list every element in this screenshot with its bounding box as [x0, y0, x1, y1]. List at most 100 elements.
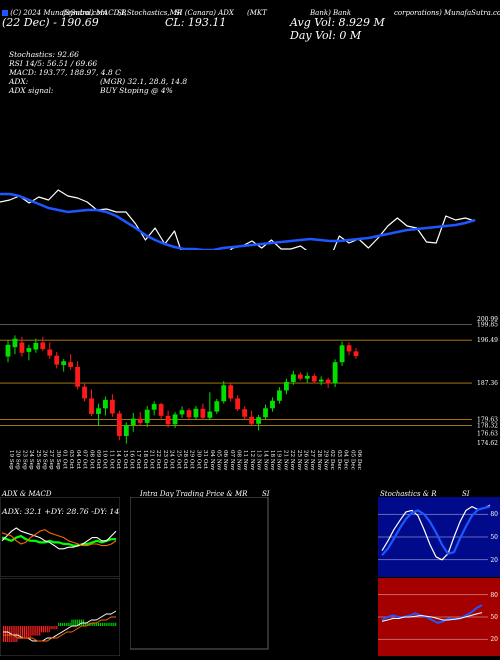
- header-mkt: (MKT: [247, 9, 267, 17]
- intraday-frame: [130, 497, 269, 650]
- macd-histogram-bar: [109, 622, 111, 626]
- macd-histogram-bar: [33, 626, 35, 636]
- candle-body: [165, 415, 171, 425]
- brand-logo: (C) 2024 MunafaSutra.com: [2, 9, 107, 17]
- candle-body: [249, 416, 254, 424]
- stochastics-panel: 80 50 20: [378, 497, 500, 577]
- date-tick-label: 24 Oct: [169, 450, 175, 470]
- macd-histogram-bar: [35, 626, 37, 636]
- brand-square-icon: [2, 10, 8, 16]
- date-tick-label: 03 Dec: [336, 450, 342, 470]
- macd-histogram-bar: [3, 626, 5, 642]
- candle-body: [325, 379, 331, 384]
- header-date-price: (22 Dec) - 190.69: [2, 16, 99, 29]
- header-bank: Bank) Bank: [310, 9, 352, 17]
- price-tick-label: 174.62: [477, 440, 498, 447]
- candle-body: [256, 417, 261, 424]
- date-tick-label: 01 Oct: [62, 450, 68, 470]
- date-tick-label: 28 Oct: [182, 450, 188, 470]
- macd-histogram-bar: [52, 626, 54, 630]
- candle-body: [116, 413, 122, 437]
- date-tick-label: 27 Sep: [48, 450, 54, 470]
- macd-histogram-bar: [92, 622, 94, 626]
- volume-ma-line-0: [0, 189, 476, 250]
- macd-histogram-bar: [23, 626, 26, 639]
- date-tick-label: 08 Oct: [88, 450, 94, 470]
- date-tick-label: 29 Oct: [189, 450, 195, 470]
- candle-body: [19, 342, 25, 353]
- adx-panel: ADX: 32.1 +DY: 28.76 -DY: 14.75: [0, 497, 120, 577]
- date-tick-label: 30 Oct: [195, 450, 201, 470]
- macd-histogram-bar: [79, 619, 81, 626]
- macd-histogram-bar: [56, 626, 58, 630]
- macd-histogram-bar: [20, 626, 22, 639]
- date-tick-label: 15 Oct: [122, 450, 128, 470]
- adx-line-2: [1, 529, 117, 547]
- macd-histogram-bar: [94, 622, 96, 626]
- candle-body: [96, 408, 101, 414]
- stochastics-title-2: SI: [462, 490, 470, 498]
- macd-histogram-bar: [44, 626, 46, 633]
- candle-body: [47, 349, 53, 356]
- candle-body: [214, 401, 220, 412]
- candle-body: [5, 344, 11, 357]
- indicator-readouts: Stochastics: 92.66 RSI 14/5: 56.51 / 69.…: [9, 50, 121, 95]
- date-tick-label: 04 Oct: [75, 450, 81, 470]
- price-tick-label: 179.63: [477, 416, 498, 423]
- stochastics-tick-label: 20: [490, 557, 498, 564]
- date-tick-label: 02 Dec: [329, 450, 335, 470]
- mrsi-readout: (MGR) 32.1, 28.8, 14.8: [100, 77, 188, 86]
- macd-histogram-bar: [39, 626, 41, 636]
- adx-macd-title: ADX & MACD: [2, 490, 52, 498]
- candle-body: [207, 411, 213, 418]
- macd-histogram-bar: [61, 622, 64, 626]
- date-tick-label: 11 Nov: [242, 450, 248, 471]
- date-tick-label: 07 Nov: [229, 450, 235, 471]
- candle-body: [26, 348, 32, 352]
- header-symbol: (Symbol) MACD,B: [62, 9, 127, 17]
- macd-histogram-bar: [107, 622, 109, 626]
- candle-body: [61, 361, 67, 366]
- header-avg-vol: Avg Vol: 8.929 M: [290, 16, 385, 29]
- date-tick-label: 25 Nov: [296, 450, 302, 471]
- header-site: corporations) MunafaSutra.com: [394, 9, 500, 17]
- date-tick-label: 12 Nov: [249, 450, 255, 471]
- macd-histogram-bar: [25, 626, 27, 639]
- macd-histogram-bar: [103, 622, 105, 626]
- candle-body: [137, 418, 143, 423]
- volume-ma-line-1: [0, 192, 476, 250]
- macd-histogram-bar: [50, 626, 52, 630]
- date-tick-label: 05 Dec: [349, 450, 355, 470]
- macd-histogram-bar: [60, 622, 62, 626]
- macd-histogram-bar: [90, 622, 92, 626]
- macd-histogram-bar: [27, 626, 29, 639]
- macd-histogram-bar: [37, 626, 39, 636]
- candle-body: [172, 414, 178, 425]
- macd-histogram-bar: [12, 626, 14, 642]
- date-tick-label: 30 Sep: [55, 450, 61, 470]
- date-tick-label: 23 Sep: [21, 450, 27, 470]
- candle-body: [82, 386, 87, 399]
- macd-line-1: [3, 616, 116, 642]
- date-tick-label: 16 Oct: [129, 450, 135, 470]
- macd-histogram-bar: [99, 622, 102, 626]
- macd-panel: [0, 578, 120, 656]
- candle-body: [75, 366, 80, 387]
- date-tick-label: 27 Nov: [309, 450, 315, 471]
- candle-body: [242, 409, 248, 417]
- candle-body: [12, 338, 18, 348]
- macd-readout: MACD: 193.77, 188.97, 4.8 C: [9, 68, 121, 77]
- date-tick-label: 17 Oct: [135, 450, 141, 470]
- date-tick-label: 11 Oct: [108, 450, 114, 470]
- macd-histogram-bar: [96, 622, 98, 626]
- date-tick-label: 18 Oct: [142, 450, 148, 470]
- macd-histogram-bar: [29, 626, 31, 639]
- date-tick-label: 14 Nov: [262, 450, 268, 471]
- macd-histogram-bar: [58, 622, 60, 626]
- macd-histogram-bar: [63, 622, 65, 626]
- date-tick-label: 26 Sep: [42, 450, 48, 470]
- stochastics-readout: Stochastics: 92.66: [9, 50, 79, 59]
- macd-histogram-bar: [46, 626, 48, 633]
- candle-body: [130, 418, 136, 426]
- header-adx: SI (Canara) ADX: [175, 9, 234, 17]
